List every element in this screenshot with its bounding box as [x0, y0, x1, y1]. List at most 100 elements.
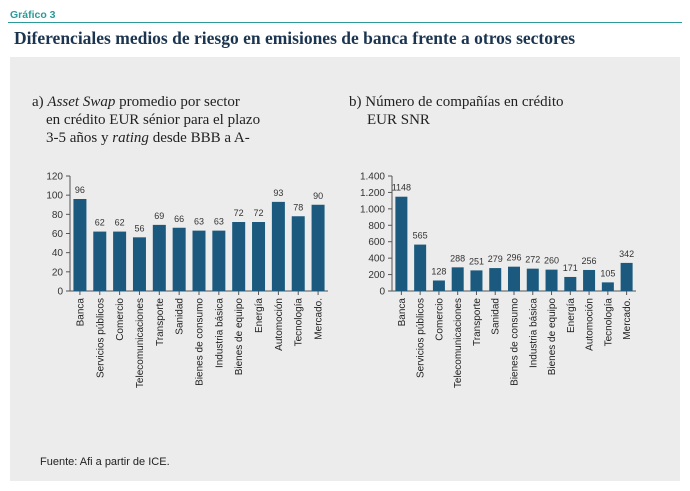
chart-b-bar [489, 268, 502, 291]
chart-a-data-label: 90 [313, 191, 323, 201]
chart-b-category-label: Tecnología [603, 298, 614, 347]
chart-b-category-label: Telecomunicaciones [453, 298, 464, 388]
chart-a-data-label: 63 [194, 217, 204, 227]
chart-a-category-label: Transporte [155, 298, 166, 346]
chart-a-data-label: 72 [234, 208, 244, 218]
chart-a-data-label: 69 [154, 211, 164, 221]
chart-a-category-label: Energía [254, 298, 265, 333]
chart-a-y-tick-label: 0 [57, 287, 63, 298]
chart-b-data-label: 260 [544, 256, 559, 266]
chart-a-title-italic-2: rating [112, 130, 149, 146]
chart-b-category-label: Automoción [585, 298, 596, 351]
chart-a-category-label: Servicios públicos [95, 298, 106, 378]
chart-b-bar [601, 282, 614, 291]
chart-a-data-label: 96 [75, 185, 85, 195]
chart-b-category-label: Comercio [434, 298, 445, 341]
header-rule [8, 22, 682, 23]
chart-b-y-tick-label: 1.400 [360, 172, 385, 183]
chart-b-data-label: 296 [506, 253, 521, 263]
chart-a-category-label: Sanidad [175, 298, 186, 335]
chart-a-category-label: Tecnología [294, 298, 305, 347]
chart-b-category-label: Industria básica [528, 298, 539, 368]
chart-b-y-tick-label: 600 [368, 237, 385, 248]
chart-a-title-italic-1: Asset Swap [47, 94, 116, 110]
chart-a-category-label: Mercado. [314, 298, 325, 340]
chart-b-bar [414, 244, 427, 291]
chart-a-bar [152, 224, 166, 291]
chart-a-y-tick-label: 100 [46, 191, 63, 202]
chart-b-y-tick-label: 800 [368, 221, 385, 232]
chart-a-title-line-1: a) Asset Swap promedio por sector [32, 93, 260, 111]
chart-b-data-label: 288 [450, 253, 465, 263]
chart-a-data-label: 62 [95, 218, 105, 228]
chart-b-bar [620, 262, 633, 291]
figure-label: Gráfico 3 [10, 9, 56, 21]
chart-b-bar [545, 269, 558, 291]
chart-b-y-tick-label: 1.200 [360, 188, 385, 199]
chart-a-bar [172, 227, 186, 291]
chart-a-data-label: 62 [115, 218, 125, 228]
chart-a-data-label: 78 [293, 202, 303, 212]
chart-a-data-label: 56 [134, 223, 144, 233]
chart-b-data-label: 256 [582, 256, 597, 266]
chart-a-data-label: 63 [214, 217, 224, 227]
chart-a-bar [73, 199, 87, 291]
chart-b-data-label: 251 [469, 256, 484, 266]
chart-b-y-tick-label: 400 [368, 254, 385, 265]
chart-a-bar [232, 222, 246, 291]
chart-b-data-label: 279 [488, 254, 503, 264]
chart-a-bar [93, 231, 107, 291]
chart-b-bar [526, 268, 539, 291]
chart-a-category-label: Telecomunicaciones [135, 298, 146, 388]
chart-b-y-tick-label: 1.000 [360, 204, 385, 215]
chart-a-y-tick-label: 60 [52, 229, 64, 240]
chart-b-category-label: Sanidad [491, 298, 502, 335]
chart-b-bar [508, 266, 520, 291]
chart-a-title-prefix: a) [32, 94, 48, 110]
chart-a-y-tick-label: 20 [52, 267, 64, 278]
chart-a-y-tick-label: 120 [46, 172, 63, 183]
chart-b-data-label: 342 [619, 249, 634, 259]
chart-a-bar [252, 222, 266, 291]
chart-a-y-tick-label: 80 [52, 210, 64, 221]
chart-a-bar [132, 237, 146, 291]
chart-a-bar [311, 204, 325, 291]
chart-a-title-line-2: en crédito EUR sénior para el plazo [46, 112, 261, 128]
chart-a-title-rest-1: promedio por sector [115, 94, 240, 110]
chart-b-bar [470, 270, 483, 291]
chart-b-data-label: 128 [431, 266, 446, 276]
chart-b-bar [395, 196, 408, 291]
chart-a-title: a) Asset Swap promedio por sector en cré… [32, 93, 260, 147]
chart-a-data-label: 93 [273, 188, 283, 198]
chart-a-bar [291, 216, 305, 291]
chart-b-title-line-2: EUR SNR [367, 112, 430, 128]
chart-b-data-label: 565 [413, 231, 428, 241]
chart-b-category-label: Bienes de consumo [510, 298, 521, 386]
chart-b-category-label: Bienes de equipo [547, 298, 558, 376]
chart-a-bar [271, 201, 285, 291]
chart-b-bar [583, 269, 596, 291]
chart-a-data-label: 66 [174, 214, 184, 224]
chart-a-category-label: Comercio [115, 298, 126, 341]
chart-a-category-label: Bienes de consumo [195, 298, 206, 386]
chart-a-title-line-3: 3-5 años y rating desde BBB a A- [46, 130, 250, 146]
chart-a-bar [113, 231, 127, 291]
chart-b-category-label: Banca [397, 298, 408, 327]
chart-a-category-label: Automoción [274, 298, 285, 351]
chart-b-y-tick-label: 0 [379, 287, 385, 298]
chart-a-category-label: Bienes de equipo [234, 298, 245, 376]
chart-b-bar [451, 267, 464, 291]
chart-a-bar [192, 230, 206, 291]
chart-b-data-label: 105 [600, 268, 615, 278]
chart-b-title-line-1: b) Número de compañías en crédito [349, 94, 564, 110]
chart-b: 0 200 400 600 800 1.000 1.200 1.400 1148 Banca 565… [360, 172, 636, 388]
chart-a-y-tick-label: 40 [52, 248, 64, 259]
chart-b-data-label: 272 [525, 255, 540, 265]
source-note: Fuente: Afi a partir de ICE. [40, 456, 170, 468]
chart-a-category-label: Industria básica [214, 298, 225, 368]
chart-b-category-label: Servicios públicos [416, 298, 427, 378]
chart-a-data-label: 72 [254, 208, 264, 218]
chart-a-bar [212, 230, 226, 291]
chart-b-bar [432, 280, 445, 291]
